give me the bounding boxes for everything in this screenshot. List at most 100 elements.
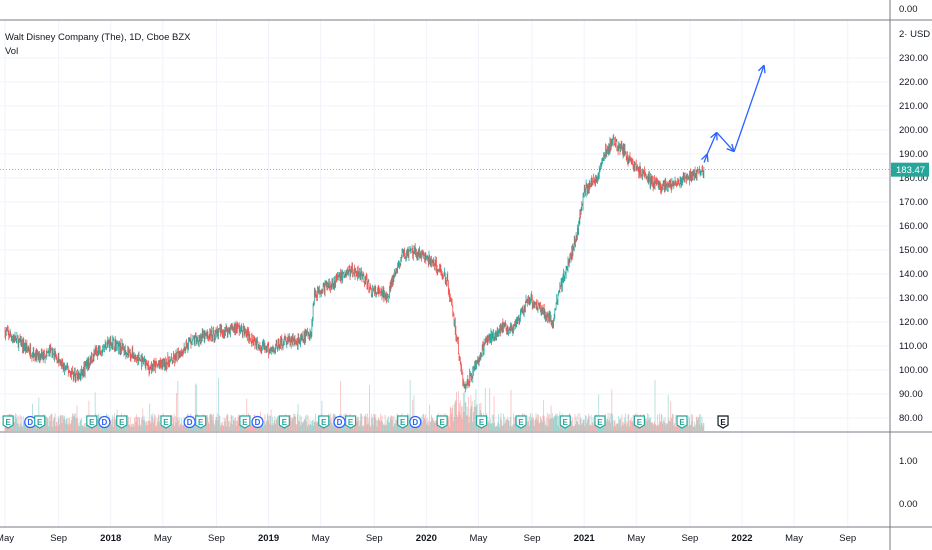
arrow-head bbox=[763, 65, 766, 74]
earnings-icon bbox=[397, 415, 409, 429]
price-tick-label: 110.00 bbox=[899, 341, 927, 352]
earnings-icon bbox=[436, 415, 448, 429]
dividend-marker[interactable]: D bbox=[333, 415, 346, 429]
earnings-marker[interactable]: E bbox=[436, 415, 448, 429]
last-price-tag: 183.47 bbox=[891, 162, 929, 177]
earnings-icon bbox=[160, 415, 172, 429]
dividend-marker[interactable]: D bbox=[409, 415, 422, 429]
arrow-head bbox=[710, 131, 718, 139]
time-tick-label: May bbox=[154, 533, 172, 544]
earnings-icon bbox=[515, 415, 527, 429]
dividend-marker[interactable]: D bbox=[251, 415, 264, 429]
dividend-marker[interactable]: D bbox=[98, 415, 111, 429]
earnings-marker[interactable]: E bbox=[515, 415, 527, 429]
price-tick-label: 120.00 bbox=[899, 317, 928, 328]
price-tick-label: 200.00 bbox=[899, 125, 928, 136]
time-axis[interactable]: May Sep 2018 May Sep 2019 May Sep 2020 May Sep 2021… bbox=[0, 533, 856, 544]
event-marker-label: E bbox=[242, 418, 248, 427]
earnings-marker[interactable]: E bbox=[239, 415, 251, 429]
price-tick-label: 160.00 bbox=[899, 221, 928, 232]
price-tick-label: 190.00 bbox=[899, 149, 928, 160]
earnings-icon bbox=[195, 415, 207, 429]
event-marker-label: E bbox=[637, 418, 643, 427]
time-tick-label: May bbox=[0, 533, 14, 544]
event-marker-label: D bbox=[187, 418, 193, 427]
price-tick-label: 180.00 bbox=[899, 173, 928, 184]
earnings-marker[interactable]: E bbox=[475, 415, 488, 429]
earnings-icon bbox=[633, 415, 645, 429]
event-marker-label: E bbox=[321, 418, 327, 427]
price-axis[interactable]: 0.00 2· USD 80.00 90.00 100.00 110.00 120.00 13… bbox=[891, 4, 930, 424]
time-tick-label: Sep bbox=[366, 533, 383, 544]
lower-pane-tick-label: 1.00 bbox=[899, 456, 918, 467]
projection-segment bbox=[716, 131, 735, 153]
event-marker-label: E bbox=[37, 418, 43, 427]
earnings-marker[interactable]: E bbox=[278, 415, 290, 429]
event-marker-label: E bbox=[679, 418, 685, 427]
event-marker-label: E bbox=[563, 418, 569, 427]
earnings-marker[interactable]: E bbox=[318, 415, 330, 429]
earnings-marker[interactable]: E bbox=[397, 415, 409, 429]
time-tick-label: 2019 bbox=[258, 533, 279, 544]
time-tick-label: Sep bbox=[208, 533, 225, 544]
event-marker-label: E bbox=[282, 418, 288, 427]
projection-segment bbox=[706, 132, 718, 155]
event-marker-label: D bbox=[255, 418, 261, 427]
event-marker-label: E bbox=[163, 418, 169, 427]
price-tick-label: 90.00 bbox=[899, 389, 923, 400]
event-marker-label: E bbox=[400, 418, 406, 427]
earnings-marker[interactable]: E bbox=[717, 415, 729, 429]
earnings-marker[interactable]: E bbox=[116, 415, 128, 429]
earnings-marker[interactable]: E bbox=[34, 415, 46, 429]
arrow-head bbox=[726, 147, 735, 153]
price-tick-label: 80.00 bbox=[899, 413, 923, 424]
lower-pane-tick-label: 0.00 bbox=[899, 499, 918, 510]
earnings-icon bbox=[345, 415, 357, 429]
earnings-marker[interactable]: E bbox=[160, 415, 172, 429]
candlestick-series bbox=[4, 133, 705, 393]
earnings-marker[interactable]: E bbox=[2, 415, 14, 429]
earnings-marker[interactable]: E bbox=[594, 415, 606, 429]
event-marker-label: D bbox=[412, 418, 418, 427]
event-marker-label: D bbox=[337, 418, 343, 427]
event-marker-label: E bbox=[5, 418, 11, 427]
price-tick-label: 170.00 bbox=[899, 197, 928, 208]
dividend-marker[interactable]: D bbox=[24, 415, 37, 429]
earnings-marker[interactable]: E bbox=[633, 415, 645, 429]
earnings-marker[interactable]: E bbox=[676, 415, 688, 429]
event-marker-label: E bbox=[348, 418, 354, 427]
chart-legend: Walt Disney Company (The), 1D, Cboe BZX … bbox=[5, 31, 191, 59]
event-marker-label: E bbox=[479, 418, 485, 427]
time-tick-label: May bbox=[312, 533, 330, 544]
price-tick-label: 150.00 bbox=[899, 245, 928, 256]
earnings-marker[interactable]: E bbox=[86, 415, 98, 429]
time-tick-label: May bbox=[785, 533, 803, 544]
symbol-title[interactable]: Walt Disney Company (The), 1D, Cboe BZX bbox=[5, 32, 191, 43]
earnings-marker[interactable]: E bbox=[559, 415, 571, 429]
event-marker-label: E bbox=[89, 418, 95, 427]
time-tick-label: Sep bbox=[524, 533, 541, 544]
time-tick-label: Sep bbox=[839, 533, 856, 544]
time-tick-label: May bbox=[627, 533, 645, 544]
earnings-icon bbox=[2, 415, 14, 429]
earnings-icon bbox=[116, 415, 128, 429]
earnings-marker[interactable]: E bbox=[195, 415, 207, 429]
earnings-icon bbox=[717, 415, 729, 429]
projection-arrow-drawing[interactable] bbox=[701, 64, 766, 163]
price-tick-label: 230.00 bbox=[899, 53, 928, 64]
earnings-icon bbox=[86, 415, 98, 429]
event-marker-label: E bbox=[720, 418, 726, 427]
earnings-marker[interactable]: E bbox=[345, 415, 357, 429]
price-tick-label: 220.00 bbox=[899, 77, 928, 88]
earnings-icon bbox=[594, 415, 606, 429]
event-marker-label: D bbox=[27, 418, 33, 427]
price-tick-label: 130.00 bbox=[899, 293, 928, 304]
arrow-head bbox=[731, 143, 735, 152]
price-tick-label: 140.00 bbox=[899, 269, 928, 280]
dividend-marker[interactable]: D bbox=[183, 415, 196, 429]
projection-segment bbox=[733, 64, 765, 152]
earnings-icon bbox=[34, 415, 46, 429]
volume-legend[interactable]: Vol bbox=[5, 46, 19, 57]
